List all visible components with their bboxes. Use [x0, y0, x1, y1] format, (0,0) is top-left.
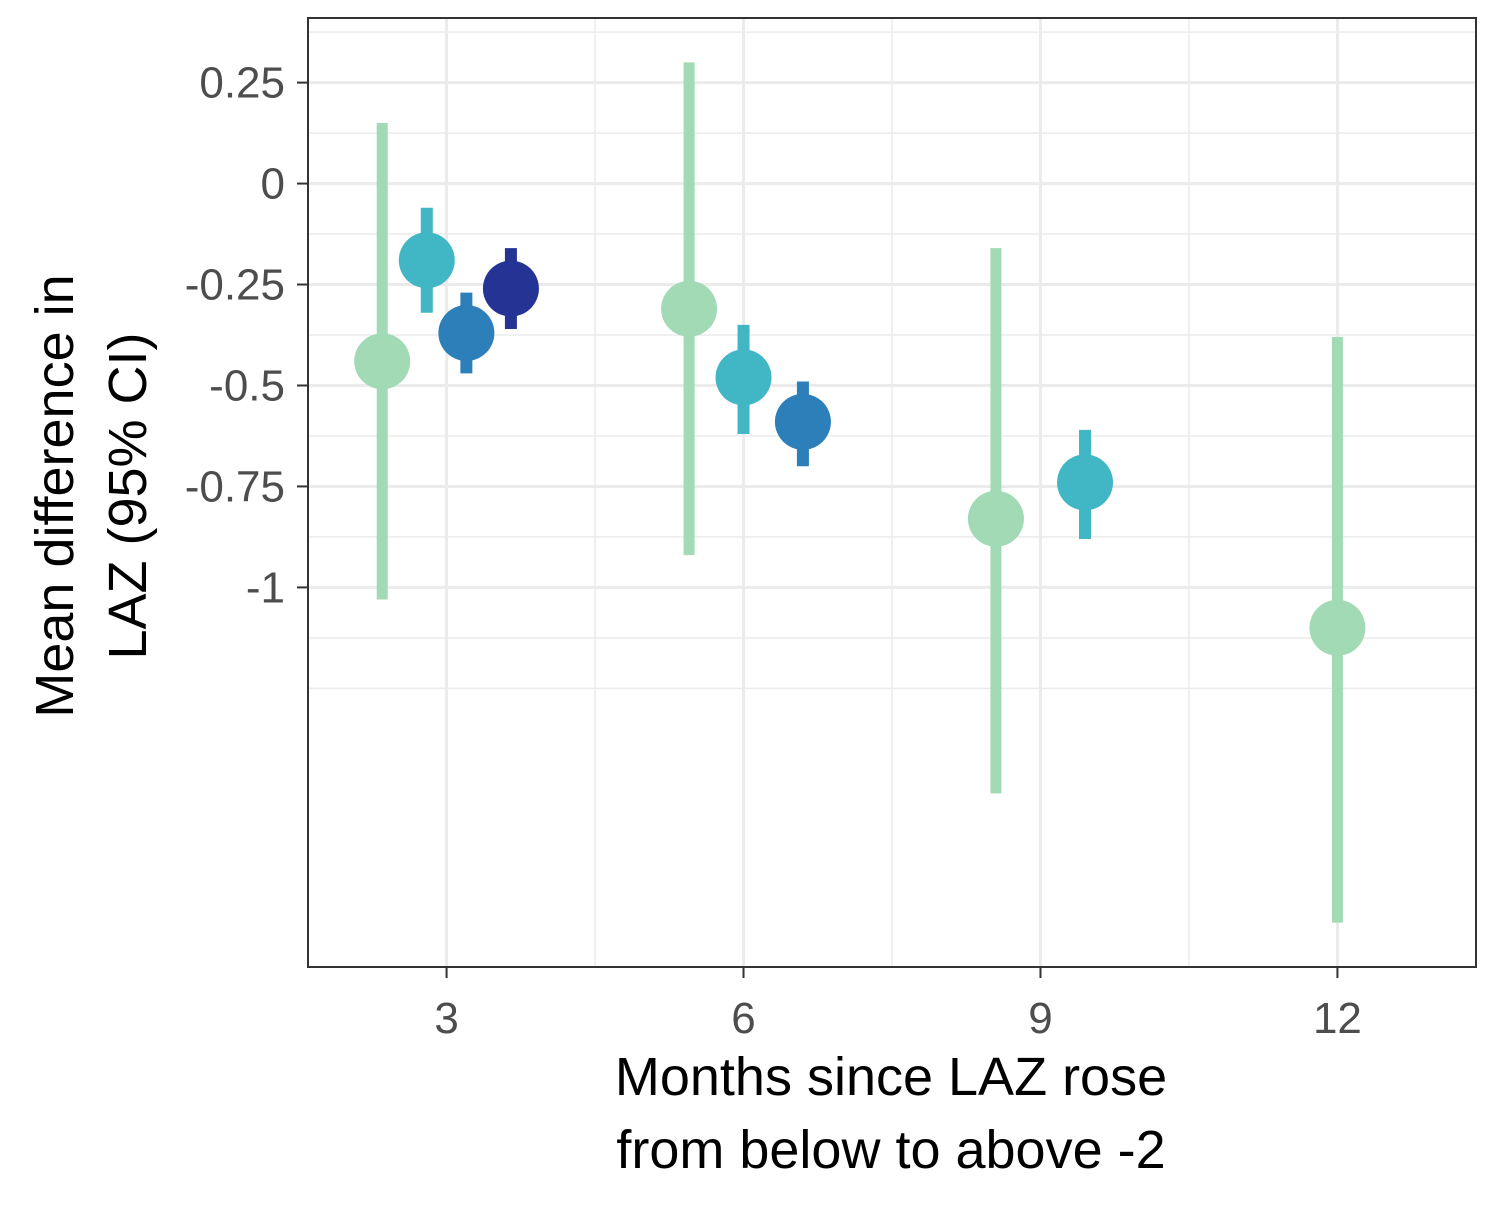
- panel-border: [307, 17, 1477, 968]
- y-tick-label: 0.25: [199, 59, 285, 108]
- data-point: [1057, 454, 1114, 511]
- x-tick-label: 9: [1028, 994, 1052, 1043]
- y-axis-title-line-2: LAZ (95% CI): [98, 332, 158, 659]
- x-axis-title-line-2: from below to above -2: [616, 1120, 1165, 1180]
- data-point: [354, 333, 411, 390]
- y-tick-label: -0.75: [185, 462, 285, 511]
- data-point: [661, 280, 718, 337]
- data-point: [398, 232, 455, 289]
- y-axis-title-line-1: Mean difference in: [25, 274, 85, 717]
- data-marks: [354, 62, 1366, 923]
- data-point: [715, 349, 772, 406]
- data-point: [967, 490, 1024, 547]
- y-tick-label: 0: [261, 160, 285, 209]
- data-point: [482, 260, 539, 317]
- y-axis: 0.25 0 -0.25 -0.5 -0.75 -1: [185, 59, 308, 612]
- data-point: [774, 393, 831, 450]
- x-tick-label: 12: [1313, 994, 1362, 1043]
- x-tick-label: 6: [731, 994, 755, 1043]
- data-point: [438, 304, 495, 361]
- y-tick-label: -0.5: [209, 361, 285, 410]
- x-tick-label: 3: [434, 994, 458, 1043]
- x-axis-title-line-1: Months since LAZ rose: [615, 1047, 1167, 1107]
- y-tick-label: -0.25: [185, 261, 285, 310]
- grid-minor: [308, 18, 1476, 967]
- x-axis: 3 6 9 12: [434, 967, 1362, 1043]
- grid-major: [308, 18, 1476, 967]
- y-tick-label: -1: [246, 563, 285, 612]
- data-point: [1309, 599, 1366, 656]
